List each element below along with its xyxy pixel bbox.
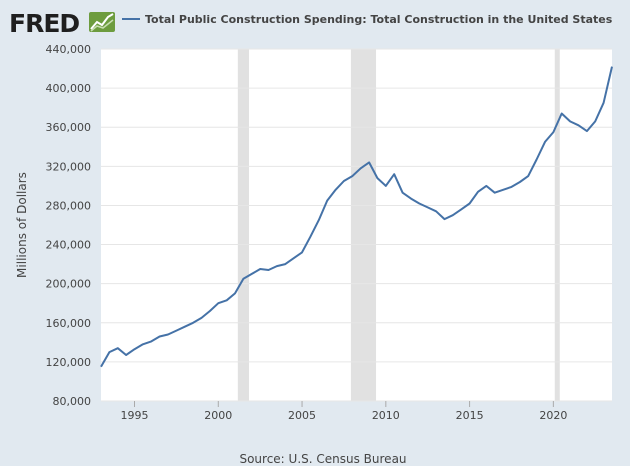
y-axis-title: Millions of Dollars (15, 172, 29, 278)
y-axis-ticks: 80,000 120,000 160,000 200,000 240,000 280,00… (46, 43, 92, 408)
series-line-0 (100, 66, 613, 368)
legend: Total Public Construction Spending: Tota… (122, 13, 613, 26)
y-tick-label: 240,000 (46, 239, 92, 252)
recession-band-3 (554, 49, 560, 401)
recession-band-2 (350, 49, 377, 401)
fred-logo[interactable]: FRED (9, 9, 115, 38)
x-tick-label: 2000 (204, 409, 232, 422)
x-tick-label: 2015 (456, 409, 484, 422)
y-tick-label: 200,000 (46, 278, 92, 291)
y-tick-label: 400,000 (46, 82, 92, 95)
y-tick-label: 320,000 (46, 160, 92, 173)
y-tick-label: 80,000 (53, 395, 92, 408)
x-tick-label: 2005 (288, 409, 316, 422)
y-tick-label: 280,000 (46, 199, 92, 212)
x-tick-label: 2010 (372, 409, 400, 422)
x-axis-ticks: 1995 2000 2005 2010 2015 2020 (121, 401, 567, 422)
x-tick-label: 1995 (121, 409, 149, 422)
y-tick-label: 360,000 (46, 121, 92, 134)
x-tick-label: 2020 (539, 409, 567, 422)
recession-band-1 (237, 49, 249, 401)
gridlines (101, 48, 612, 402)
fred-logo-text: FRED (9, 9, 79, 38)
source-note: Source: U.S. Census Bureau (239, 452, 406, 466)
legend-series-label: Total Public Construction Spending: Tota… (145, 13, 613, 26)
y-tick-label: 120,000 (46, 356, 92, 369)
recession-bands (237, 49, 560, 401)
fred-logo-graph-icon (89, 12, 115, 32)
y-tick-label: 440,000 (46, 43, 92, 56)
series-lines (100, 66, 613, 368)
y-tick-label: 160,000 (46, 317, 92, 330)
